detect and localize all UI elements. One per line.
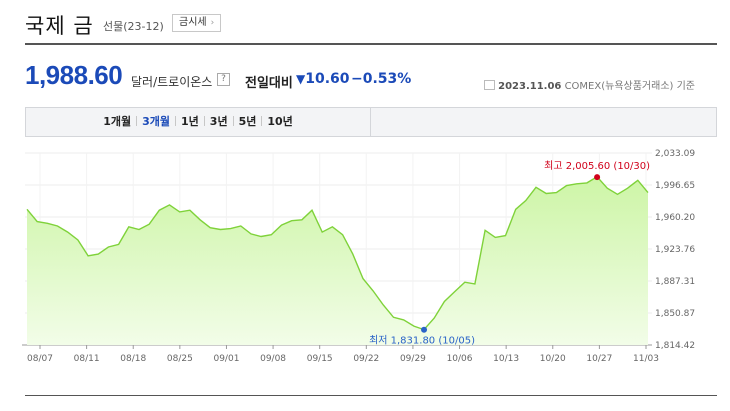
x-tick-label: 10/13: [493, 354, 519, 364]
quote-row: 1,988.60 달러/트로이온스 ? 전일대비 ▼10.60 −0.53% 2…: [25, 60, 717, 100]
x-tick-label: 09/29: [400, 354, 426, 364]
period-tabbar: 1개월 3개월 1년 3년 5년 10년: [25, 107, 717, 137]
series-area: [27, 176, 648, 345]
tab-separator: [232, 116, 234, 126]
x-tick-label: 10/20: [540, 354, 566, 364]
x-tick-label: 08/25: [167, 354, 193, 364]
tab-1y[interactable]: 1년: [181, 115, 199, 128]
price-unit: 달러/트로이온스: [131, 75, 213, 89]
source-info: 2023.11.06 COMEX(뉴욕상품거래소) 기준: [484, 77, 695, 92]
price-area-chart: 2,033.09 1,996.65 1,960.20 1,923.76 1,887.31…: [22, 149, 695, 364]
tab-5y[interactable]: 5년: [238, 115, 257, 128]
low-point-marker: [421, 326, 428, 333]
tab-separator: [136, 116, 138, 126]
x-tick-label: 10/06: [447, 354, 473, 364]
calendar-icon: [484, 80, 496, 90]
y-tick-label: 2,033.09: [655, 149, 695, 159]
x-tick-label: 10/27: [586, 354, 612, 364]
current-price: 1,988.60: [25, 60, 123, 90]
high-point-label: 최고 2,005.60 (10/30): [544, 160, 650, 172]
down-triangle-icon: ▼: [296, 72, 306, 86]
gold-price-button-label: 금시세: [179, 17, 207, 28]
y-tick-label: 1,887.31: [655, 277, 695, 287]
y-tick-label: 1,960.20: [655, 213, 695, 223]
y-tick-label: 1,814.42: [655, 341, 695, 351]
change-amount: 10.60: [305, 71, 350, 87]
x-tick-label: 08/11: [74, 354, 100, 364]
y-tick-label: 1,923.76: [655, 245, 695, 255]
header: 국제 금 선물(23-12) 금시세 ›: [0, 0, 730, 44]
x-tick-label: 09/08: [260, 354, 286, 364]
tab-separator: [175, 116, 177, 126]
tab-10y[interactable]: 10년: [267, 115, 293, 128]
change-percent: −0.53%: [351, 71, 412, 87]
change-value: ▼10.60: [296, 71, 350, 87]
period-tabs: 1개월 3개월 1년 3년 5년 10년: [26, 108, 371, 136]
series-line: [26, 175, 649, 331]
tab-3m[interactable]: 3개월: [142, 115, 171, 128]
tab-1m[interactable]: 1개월: [103, 115, 132, 128]
chevron-right-icon: ›: [210, 18, 215, 28]
bottom-divider: [25, 395, 717, 396]
compare-label: 전일대비: [245, 76, 293, 91]
tab-3y[interactable]: 3년: [209, 115, 228, 128]
quote-date: 2023.11.06: [498, 81, 562, 92]
top-divider: [25, 43, 717, 45]
x-tick-label: 09/22: [353, 354, 379, 364]
x-tick-label: 09/15: [307, 354, 333, 364]
y-tick-label: 1,996.65: [655, 181, 695, 191]
gold-price-button[interactable]: 금시세 ›: [172, 14, 222, 32]
x-tick-label: 11/03: [633, 354, 659, 364]
tab-separator: [261, 116, 263, 126]
quote-source: COMEX(뉴욕상품거래소) 기준: [564, 81, 695, 92]
help-icon[interactable]: ?: [217, 73, 230, 86]
high-point-marker: [594, 174, 601, 181]
x-tick-label: 08/07: [27, 354, 53, 364]
tab-separator: [203, 116, 205, 126]
x-tick-label: 08/18: [120, 354, 146, 364]
low-point-label: 최저 1,831.80 (10/05): [369, 335, 475, 347]
page-title: 국제 금: [25, 14, 94, 38]
y-tick-label: 1,850.87: [655, 309, 695, 319]
contract-subtitle: 선물(23-12): [103, 20, 164, 33]
x-tick-label: 09/01: [213, 354, 239, 364]
